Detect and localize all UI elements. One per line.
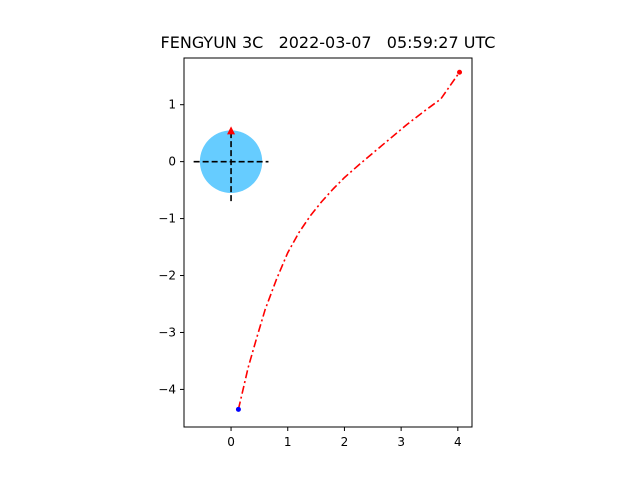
x-tick-label: 2 [341,435,349,449]
series-layer [237,71,461,410]
x-tick-label: 4 [454,435,462,449]
y-tick-label: 0 [168,155,176,169]
x-tick-label: 1 [284,435,292,449]
y-axis: 1 0 −1 −2 −3 −4 [158,98,184,396]
north-pole-marker [227,126,236,135]
ground-track-line-0 [237,71,461,410]
chart-title: FENGYUN 3C 2022-03-07 05:59:27 UTC [160,33,496,52]
start-point-marker [235,406,241,412]
x-tick-label: 3 [397,435,405,449]
y-tick-label: −2 [158,269,176,283]
end-point-marker [457,69,463,75]
y-tick-label: −4 [158,382,176,396]
y-tick-label: −3 [158,325,176,339]
earth-layer [193,126,269,202]
y-tick-label: −1 [158,212,176,226]
plot-frame [183,57,473,428]
y-tick-label: 1 [168,98,176,112]
x-tick-label: 0 [227,435,235,449]
x-axis: 0 1 2 3 4 [227,427,462,449]
marker-layer [235,69,463,412]
